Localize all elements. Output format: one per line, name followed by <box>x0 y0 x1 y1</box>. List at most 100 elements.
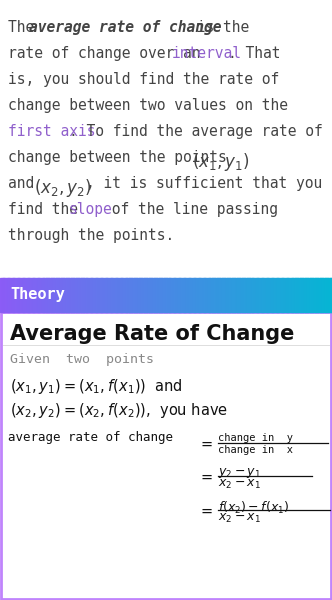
Text: $x_2-x_1$: $x_2-x_1$ <box>218 512 261 525</box>
Bar <box>319 278 321 312</box>
Bar <box>113 278 115 312</box>
Bar <box>266 278 268 312</box>
Bar <box>30 278 32 312</box>
Bar <box>226 278 228 312</box>
Bar <box>193 278 195 312</box>
Text: $( \mathbf{\mathit{x}}_1, \mathbf{\mathit{y}}_1)$: $( \mathbf{\mathit{x}}_1, \mathbf{\mathi… <box>192 151 250 173</box>
Text: rate of change over an: rate of change over an <box>8 46 209 61</box>
Bar <box>325 278 328 312</box>
Bar <box>206 278 208 312</box>
Bar <box>269 278 271 312</box>
Bar <box>272 278 275 312</box>
Bar <box>75 278 77 312</box>
Bar <box>105 278 107 312</box>
Text: . That: . That <box>228 46 281 61</box>
Bar <box>305 278 308 312</box>
Text: change in  y: change in y <box>218 433 293 443</box>
Bar <box>214 278 216 312</box>
Bar <box>151 278 153 312</box>
Bar <box>12 278 14 312</box>
Bar <box>297 278 299 312</box>
Bar <box>58 278 60 312</box>
Bar <box>156 278 158 312</box>
Bar <box>221 278 223 312</box>
Bar <box>10 278 12 312</box>
Bar <box>198 278 200 312</box>
Bar <box>96 278 99 312</box>
Bar <box>68 278 70 312</box>
Bar <box>154 278 157 312</box>
Bar <box>116 278 119 312</box>
Text: interval: interval <box>172 46 242 61</box>
Bar <box>186 278 188 312</box>
Bar <box>169 278 172 312</box>
Bar <box>191 278 193 312</box>
Bar <box>287 278 290 312</box>
Bar <box>53 278 55 312</box>
Bar <box>131 278 133 312</box>
Bar <box>239 278 241 312</box>
Bar <box>254 278 256 312</box>
Text: change between the points: change between the points <box>8 150 235 165</box>
Bar <box>289 278 291 312</box>
Bar <box>93 278 95 312</box>
Text: $y_2-y_1$: $y_2-y_1$ <box>218 466 261 480</box>
Text: . To find the average rate of: . To find the average rate of <box>69 124 323 139</box>
Bar <box>25 278 27 312</box>
Bar <box>279 278 281 312</box>
Bar <box>124 278 127 312</box>
Bar <box>51 278 54 312</box>
Bar <box>329 278 331 312</box>
Bar <box>149 278 152 312</box>
Bar <box>247 278 250 312</box>
Bar <box>121 278 124 312</box>
Bar <box>181 278 183 312</box>
Bar <box>164 278 167 312</box>
Bar <box>100 278 102 312</box>
Bar <box>23 278 26 312</box>
Bar <box>123 278 125 312</box>
Bar <box>284 278 286 312</box>
Bar <box>317 278 319 312</box>
Bar <box>33 278 36 312</box>
Bar <box>80 278 82 312</box>
Bar <box>166 278 168 312</box>
Bar <box>257 278 260 312</box>
Bar <box>35 278 37 312</box>
Bar <box>299 278 301 312</box>
Bar <box>274 278 276 312</box>
Bar <box>15 278 17 312</box>
Bar <box>118 278 120 312</box>
Bar <box>281 278 283 312</box>
Bar <box>264 278 266 312</box>
Bar <box>242 278 245 312</box>
Bar <box>178 278 180 312</box>
Bar <box>256 278 258 312</box>
Bar <box>310 278 313 312</box>
Bar <box>312 278 314 312</box>
Bar <box>136 278 138 312</box>
Text: $(\mathbf{\mathit{x}}_1, \mathbf{\mathit{y}}_1) = (\mathbf{\mathit{x}}_1, \mathi: $(\mathbf{\mathit{x}}_1, \mathbf{\mathit… <box>10 377 183 396</box>
Bar <box>204 278 207 312</box>
Bar <box>171 278 173 312</box>
Bar <box>88 278 90 312</box>
Bar <box>65 278 67 312</box>
Bar <box>139 278 142 312</box>
Text: $( \mathbf{\mathit{x}}_2, \mathbf{\mathit{y}}_2)$: $( \mathbf{\mathit{x}}_2, \mathbf{\mathi… <box>34 177 92 199</box>
Bar <box>219 278 221 312</box>
Bar <box>66 278 69 312</box>
Bar <box>183 278 185 312</box>
Bar <box>194 278 197 312</box>
Bar <box>324 278 326 312</box>
Bar <box>146 278 148 312</box>
Bar <box>37 278 39 312</box>
Bar <box>71 278 74 312</box>
Bar <box>201 278 203 312</box>
FancyBboxPatch shape <box>1 312 331 599</box>
Text: and: and <box>8 176 43 191</box>
Bar <box>199 278 202 312</box>
Bar <box>163 278 165 312</box>
Bar <box>138 278 140 312</box>
Text: change between two values on the: change between two values on the <box>8 98 288 113</box>
Bar <box>60 278 62 312</box>
